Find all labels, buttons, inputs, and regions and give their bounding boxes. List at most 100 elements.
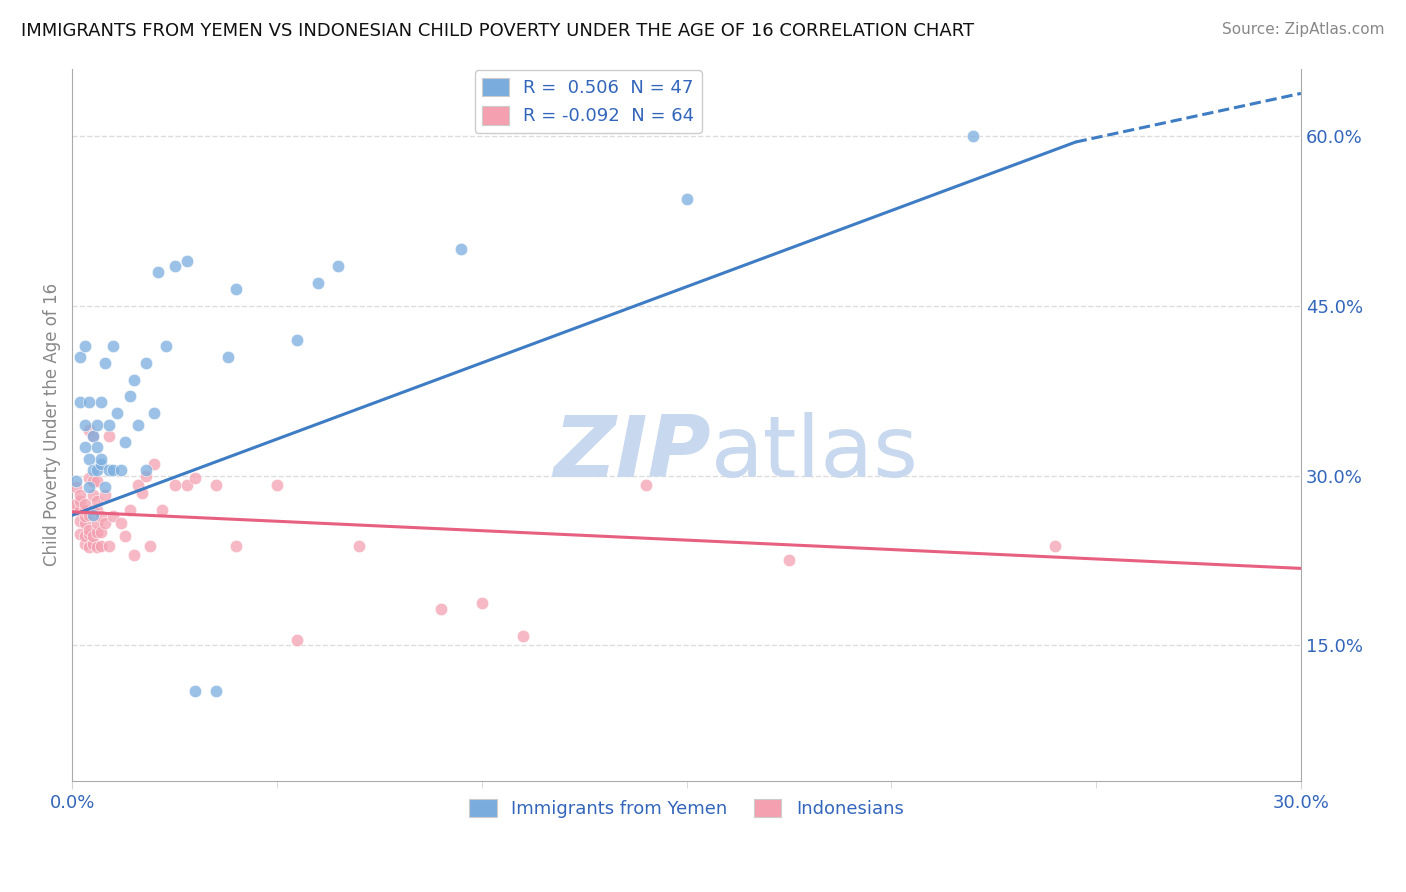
Y-axis label: Child Poverty Under the Age of 16: Child Poverty Under the Age of 16 [44,283,60,566]
Point [204,477,226,491]
Point [347,539,370,553]
Point [287,333,309,347]
Point [103,338,125,352]
Point [86,540,108,554]
Point [82,429,104,443]
Point [98,429,121,443]
Point [122,548,145,562]
Point [204,683,226,698]
Point [139,539,162,553]
Point [217,350,239,364]
Point [127,417,149,432]
Point [69,493,91,508]
Point [176,253,198,268]
Point [98,539,121,553]
Point [82,429,104,443]
Text: Source: ZipAtlas.com: Source: ZipAtlas.com [1222,22,1385,37]
Point [634,477,657,491]
Point [69,502,91,516]
Point [86,516,108,530]
Point [148,265,170,279]
Point [77,451,100,466]
Point [82,488,104,502]
Point [65,480,87,494]
Point [73,497,96,511]
Point [86,463,108,477]
Point [471,597,494,611]
Legend: Immigrants from Yemen, Indonesians: Immigrants from Yemen, Indonesians [463,791,911,825]
Point [450,243,472,257]
Point [73,536,96,550]
Point [69,395,91,409]
Point [118,502,141,516]
Point [135,463,157,477]
Point [512,629,534,643]
Point [82,508,104,523]
Point [77,471,100,485]
Point [77,395,100,409]
Point [98,417,121,432]
Point [69,514,91,528]
Point [69,527,91,541]
Text: atlas: atlas [711,412,920,495]
Point [86,525,108,540]
Point [77,527,100,541]
Point [69,488,91,502]
Point [65,497,87,511]
Point [73,509,96,524]
Point [90,509,112,524]
Point [77,424,100,438]
Point [135,355,157,369]
Point [110,463,132,477]
Point [86,475,108,489]
Point [86,502,108,516]
Point [94,355,117,369]
Point [150,502,173,516]
Point [90,525,112,540]
Point [73,528,96,542]
Point [65,475,87,489]
Point [86,493,108,508]
Point [77,523,100,537]
Point [430,602,453,616]
Point [184,471,207,485]
Point [94,488,117,502]
Point [73,417,96,432]
Point [176,477,198,491]
Point [77,480,100,494]
Point [307,277,329,291]
Point [122,372,145,386]
Point [114,528,136,542]
Point [127,477,149,491]
Point [328,260,350,274]
Point [1043,539,1066,553]
Point [118,389,141,403]
Point [73,441,96,455]
Point [90,539,112,553]
Text: IMMIGRANTS FROM YEMEN VS INDONESIAN CHILD POVERTY UNDER THE AGE OF 16 CORRELATIO: IMMIGRANTS FROM YEMEN VS INDONESIAN CHIL… [21,22,974,40]
Point [94,516,117,530]
Point [65,502,87,516]
Point [90,451,112,466]
Point [73,338,96,352]
Point [287,632,309,647]
Point [82,475,104,489]
Point [225,539,247,553]
Point [82,502,104,516]
Point [131,485,153,500]
Point [73,502,96,516]
Point [69,350,91,364]
Point [82,536,104,550]
Point [143,407,166,421]
Point [962,129,984,144]
Point [86,441,108,455]
Text: ZIP: ZIP [554,412,711,495]
Point [77,508,100,523]
Point [77,540,100,554]
Point [163,260,186,274]
Point [103,463,125,477]
Point [82,463,104,477]
Point [135,468,157,483]
Point [114,434,136,449]
Point [73,516,96,530]
